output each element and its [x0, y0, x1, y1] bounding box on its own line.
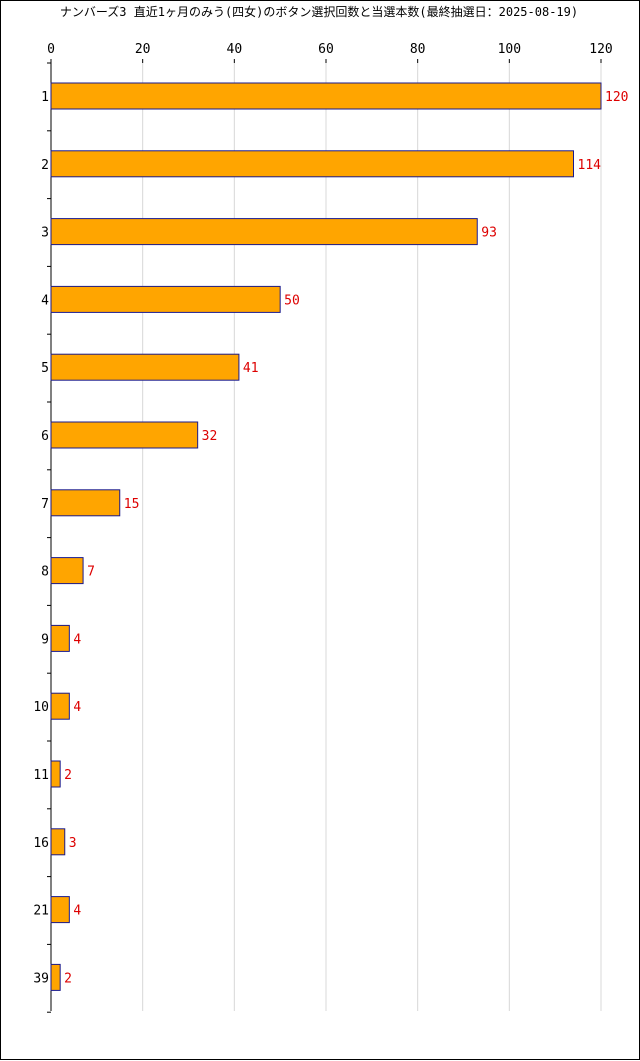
x-tick-label: 120 — [589, 42, 612, 57]
category-label: 4 — [41, 293, 49, 308]
category-label: 1 — [41, 90, 49, 105]
bar — [50, 489, 121, 517]
bar — [50, 760, 61, 788]
data-label: 32 — [202, 429, 218, 444]
data-label: 50 — [284, 293, 300, 308]
data-label: 15 — [124, 497, 140, 512]
bar — [50, 218, 478, 246]
data-label: 4 — [73, 632, 81, 647]
data-label: 2 — [64, 971, 72, 986]
x-tick-label: 100 — [498, 42, 521, 57]
category-label: 21 — [33, 904, 49, 919]
bars — [50, 82, 602, 991]
category-label: 11 — [33, 768, 49, 783]
data-label: 4 — [73, 700, 81, 715]
bar — [50, 353, 240, 381]
bar — [50, 624, 70, 652]
grid-lines — [142, 63, 602, 1011]
bar — [50, 150, 574, 178]
x-tick-label: 40 — [227, 42, 243, 57]
category-label: 8 — [41, 565, 49, 580]
bar — [50, 557, 84, 585]
bar — [50, 285, 281, 313]
category-label: 7 — [41, 497, 49, 512]
x-tick-label: 0 — [47, 42, 55, 57]
category-labels: 1 2 3 4 5 6 7 8 9 10 11 16 21 39 — [33, 90, 49, 986]
data-label: 2 — [64, 768, 72, 783]
category-label: 39 — [33, 971, 49, 986]
data-label: 120 — [605, 90, 628, 105]
bar — [50, 828, 66, 856]
bar — [50, 896, 70, 924]
category-label: 3 — [41, 226, 49, 241]
bar — [50, 82, 602, 110]
data-label: 114 — [578, 158, 602, 173]
data-label: 41 — [243, 361, 259, 376]
chart-title: ナンバーズ3 直近1ヶ月のみう(四女)のボタン選択回数と当選本数(最終抽選日：2… — [60, 4, 578, 19]
bar — [50, 963, 61, 991]
y-axis — [47, 62, 52, 1013]
category-label: 2 — [41, 158, 49, 173]
bar — [50, 692, 70, 720]
x-tick-label: 60 — [318, 42, 334, 57]
data-label: 7 — [87, 565, 95, 580]
category-label: 9 — [41, 632, 49, 647]
x-tick-label: 80 — [410, 42, 426, 57]
x-axis-ticks: 0 20 40 60 80 100 120 — [47, 42, 613, 63]
data-label: 3 — [69, 836, 77, 851]
category-label: 16 — [33, 836, 49, 851]
x-tick-label: 20 — [135, 42, 151, 57]
category-label: 10 — [33, 700, 49, 715]
data-label: 93 — [481, 226, 497, 241]
category-label: 6 — [41, 429, 49, 444]
bar — [50, 421, 199, 449]
data-labels: 120 114 93 50 41 32 15 7 4 4 2 3 4 2 — [64, 90, 628, 986]
data-label: 4 — [73, 904, 81, 919]
category-label: 5 — [41, 361, 49, 376]
